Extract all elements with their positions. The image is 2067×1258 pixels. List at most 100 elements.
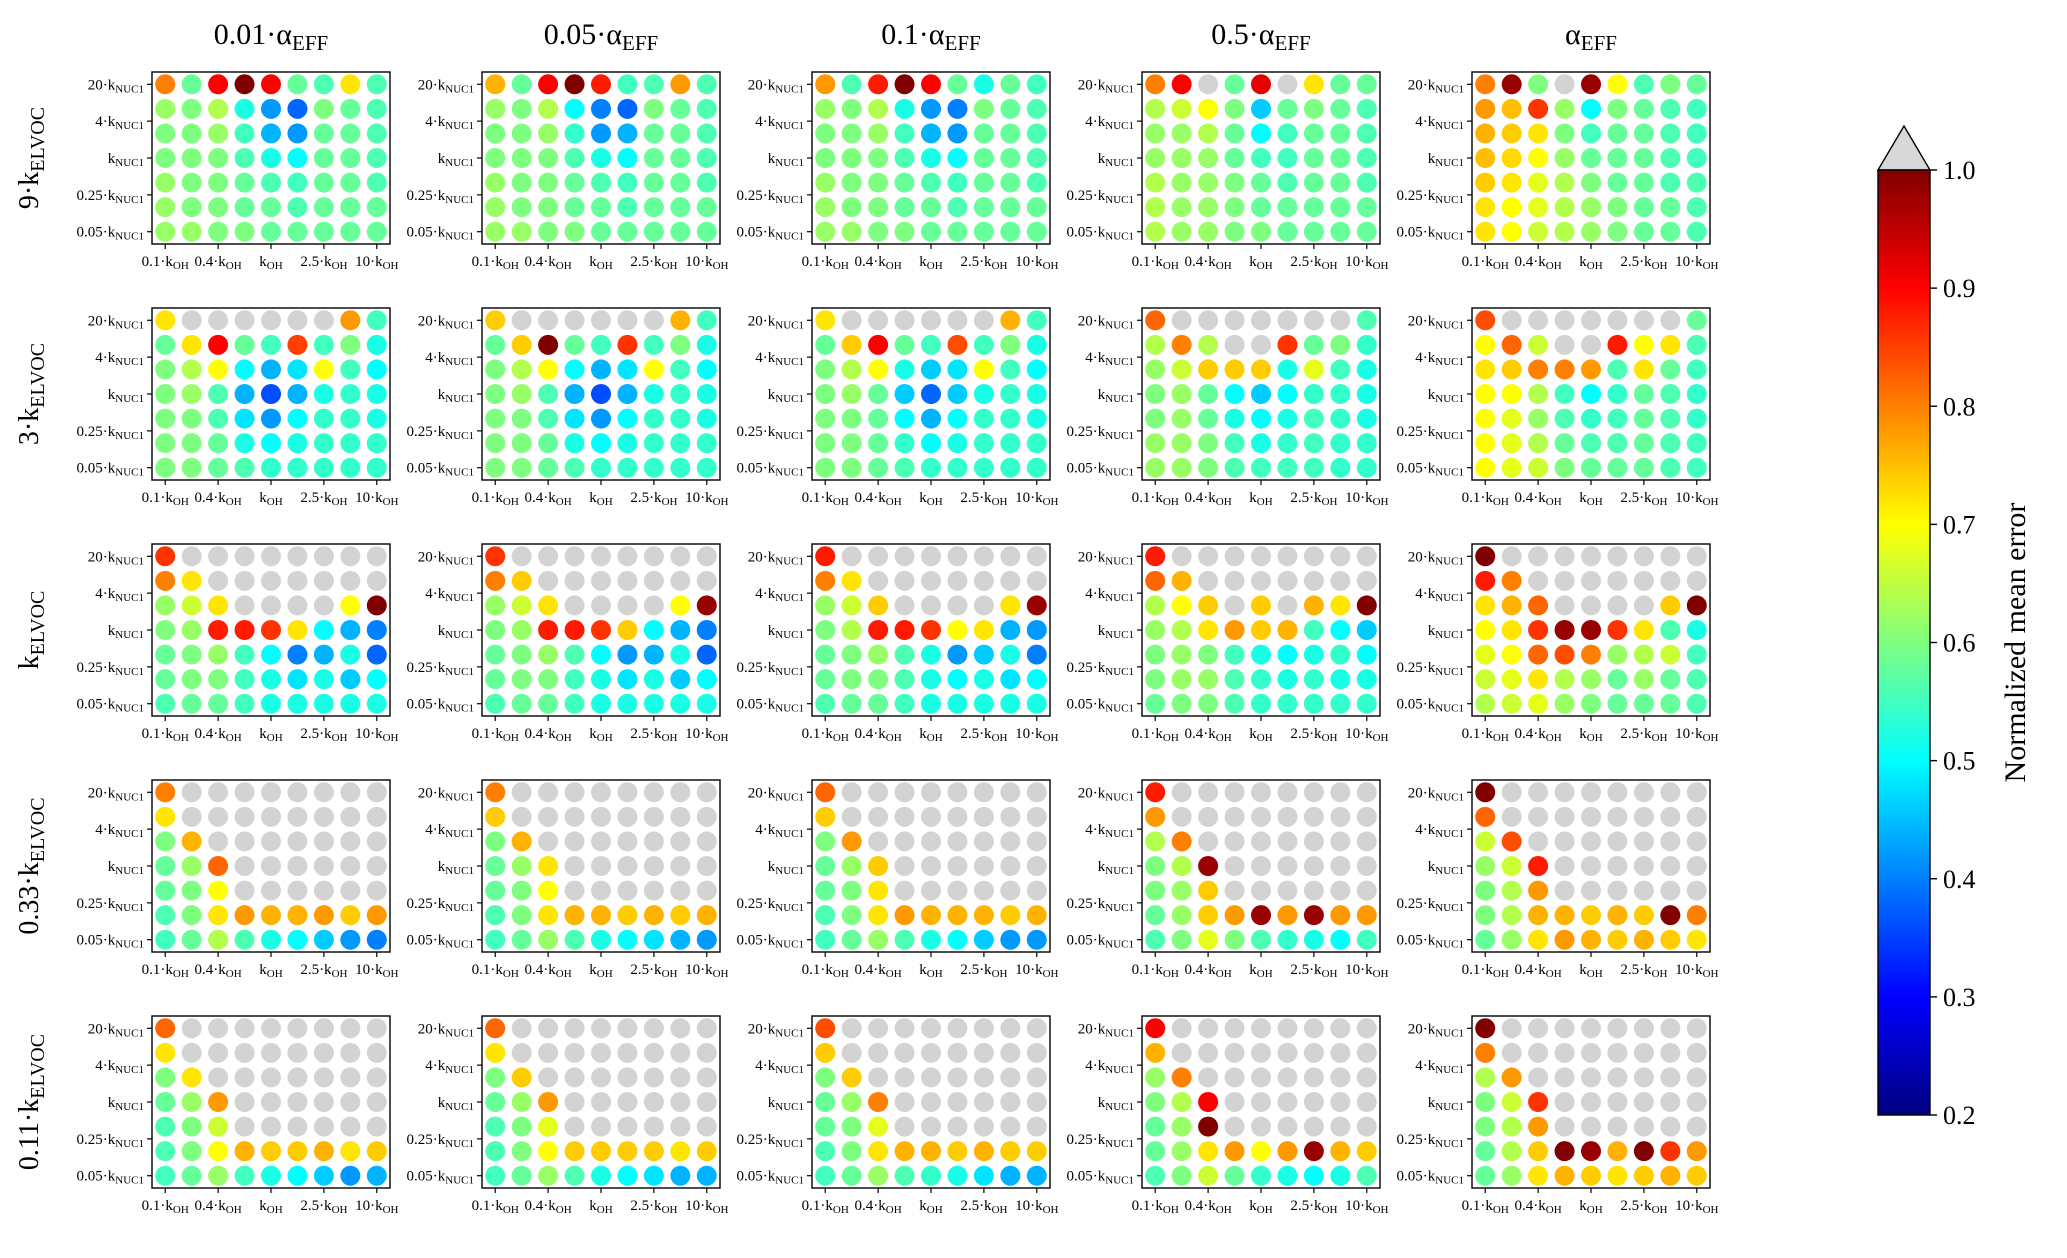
data-dot (643, 570, 664, 591)
data-dot (313, 123, 334, 144)
y-tick-label: kNUC1 (108, 623, 144, 641)
data-dot (366, 595, 387, 616)
data-dot (287, 570, 308, 591)
data-dot (1026, 929, 1047, 950)
data-dot (1251, 457, 1271, 478)
data-dot (1686, 1018, 1707, 1039)
data-dot (1356, 172, 1377, 193)
y-tick-label: kNUC1 (438, 387, 474, 405)
subplot-r0c4: 20·kNUC14·kNUC1kNUC10.25·kNUC10.05·kNUC1… (1397, 71, 1719, 272)
data-dot (1330, 1018, 1351, 1039)
data-dot (670, 620, 691, 640)
y-tick-label: 0.25·kNUC1 (737, 660, 804, 678)
data-dot (591, 570, 611, 591)
subplot-r4c1: 20·kNUC14·kNUC1kNUC10.25·kNUC10.05·kNUC1… (407, 1015, 729, 1216)
data-dot (1026, 408, 1047, 429)
data-dot (1607, 1092, 1628, 1112)
data-dot (921, 1018, 941, 1039)
data-dot (643, 148, 664, 168)
data-dot (815, 1067, 836, 1088)
x-tick-label: 10·kOH (685, 490, 728, 508)
x-tick-label: 0.4·kOH (525, 254, 572, 272)
data-dot (1145, 172, 1166, 193)
data-dot (1277, 334, 1298, 355)
data-dot (1356, 148, 1377, 168)
data-dot (261, 1067, 281, 1088)
data-dot (1633, 123, 1654, 144)
data-dot (1356, 929, 1377, 950)
data-dot (1686, 806, 1707, 827)
x-tick-label: kOH (259, 962, 282, 980)
data-dot (841, 98, 862, 119)
data-dot (287, 1116, 308, 1137)
colorbar-over-arrow (1876, 124, 1932, 171)
data-dot (208, 880, 229, 901)
colorbar-tick-label: 0.8 (1943, 392, 1976, 421)
data-dot (1303, 620, 1324, 640)
subplot-r1c2: 20·kNUC14·kNUC1kNUC10.25·kNUC10.05·kNUC1… (737, 307, 1059, 508)
data-dot (815, 806, 836, 827)
data-dot (1581, 570, 1601, 591)
data-dot (1501, 1165, 1522, 1186)
x-tick-label: kOH (1579, 254, 1602, 272)
data-dot (1607, 98, 1628, 119)
data-dot (1145, 856, 1166, 876)
data-dot (1198, 1141, 1219, 1162)
data-dot (1251, 408, 1271, 429)
data-dot (973, 669, 994, 690)
data-dot (1356, 880, 1377, 901)
data-dot (696, 1042, 717, 1063)
data-dot (313, 929, 334, 950)
colorbar-tick-label: 0.6 (1943, 629, 1976, 658)
data-dot (1633, 929, 1654, 950)
data-dot (1607, 221, 1628, 242)
data-dot (313, 693, 334, 714)
data-dot (1330, 148, 1351, 168)
data-dot (868, 1067, 889, 1088)
data-dot (234, 221, 255, 242)
data-dot (313, 546, 334, 567)
data-dot (564, 570, 585, 591)
data-dot (313, 570, 334, 591)
data-dot (1475, 929, 1496, 950)
data-dot (841, 148, 862, 168)
data-dot (1026, 1018, 1047, 1039)
data-dot (1277, 1165, 1298, 1186)
data-dot (1224, 433, 1245, 454)
data-dot (1000, 905, 1021, 926)
data-dot (696, 457, 717, 478)
data-dot (313, 1018, 334, 1039)
data-dot (1026, 359, 1047, 380)
data-dot (1660, 782, 1681, 803)
data-dot (340, 98, 361, 119)
data-dot (921, 123, 941, 144)
x-tick-label: 0.4·kOH (1185, 726, 1232, 744)
data-dot (1026, 74, 1047, 95)
data-dot (287, 929, 308, 950)
data-dot (696, 172, 717, 193)
data-dot (1277, 1018, 1298, 1039)
data-dot (340, 172, 361, 193)
data-dot (1000, 1067, 1021, 1088)
data-dot (1224, 620, 1245, 640)
data-dot (921, 334, 941, 355)
data-dot (1581, 334, 1601, 355)
data-dot (511, 546, 532, 567)
data-dot (868, 595, 889, 616)
data-dot (947, 669, 968, 690)
data-dot (234, 1067, 255, 1088)
data-dot (1607, 1141, 1628, 1162)
data-dot (841, 1165, 862, 1186)
data-dot (1686, 595, 1707, 616)
data-dot (1554, 880, 1575, 901)
data-dot (1251, 905, 1271, 926)
data-dot (1303, 197, 1324, 218)
data-dot (155, 457, 176, 478)
data-dot (1171, 123, 1192, 144)
data-dot (1686, 98, 1707, 119)
data-dot (1501, 334, 1522, 355)
data-dot (287, 782, 308, 803)
data-dot (181, 831, 202, 852)
data-dot (1198, 310, 1219, 331)
data-dot (208, 905, 229, 926)
